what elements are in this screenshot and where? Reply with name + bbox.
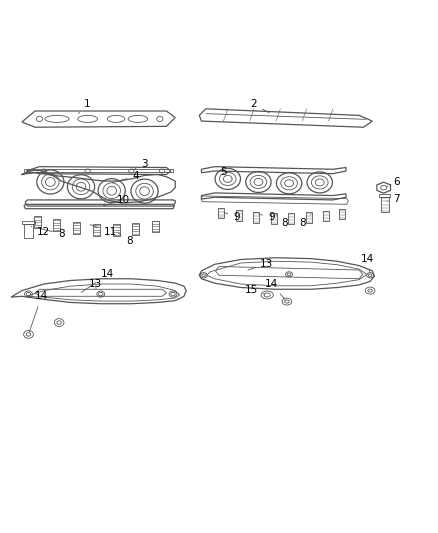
Text: 8: 8 xyxy=(40,229,65,239)
Text: 14: 14 xyxy=(265,279,285,300)
Text: 13: 13 xyxy=(248,260,273,270)
Text: 14: 14 xyxy=(29,291,48,332)
Text: 13: 13 xyxy=(89,279,102,289)
Text: 1: 1 xyxy=(78,100,91,114)
Text: 9: 9 xyxy=(224,212,240,222)
Text: 7: 7 xyxy=(387,194,400,204)
Text: 12: 12 xyxy=(31,226,50,237)
Text: 14: 14 xyxy=(81,269,114,293)
Text: 6: 6 xyxy=(386,177,400,188)
Text: 5: 5 xyxy=(220,167,232,179)
Text: 8: 8 xyxy=(118,233,133,246)
Text: 15: 15 xyxy=(244,285,265,295)
Text: 11: 11 xyxy=(90,224,117,237)
Text: 8: 8 xyxy=(299,214,311,228)
Text: 3: 3 xyxy=(134,159,148,169)
Text: 4: 4 xyxy=(112,171,139,183)
Text: 14: 14 xyxy=(361,254,374,272)
Text: 8: 8 xyxy=(276,215,288,228)
Text: 2: 2 xyxy=(251,100,269,113)
Text: 9: 9 xyxy=(259,212,275,222)
Text: 10: 10 xyxy=(103,196,130,206)
